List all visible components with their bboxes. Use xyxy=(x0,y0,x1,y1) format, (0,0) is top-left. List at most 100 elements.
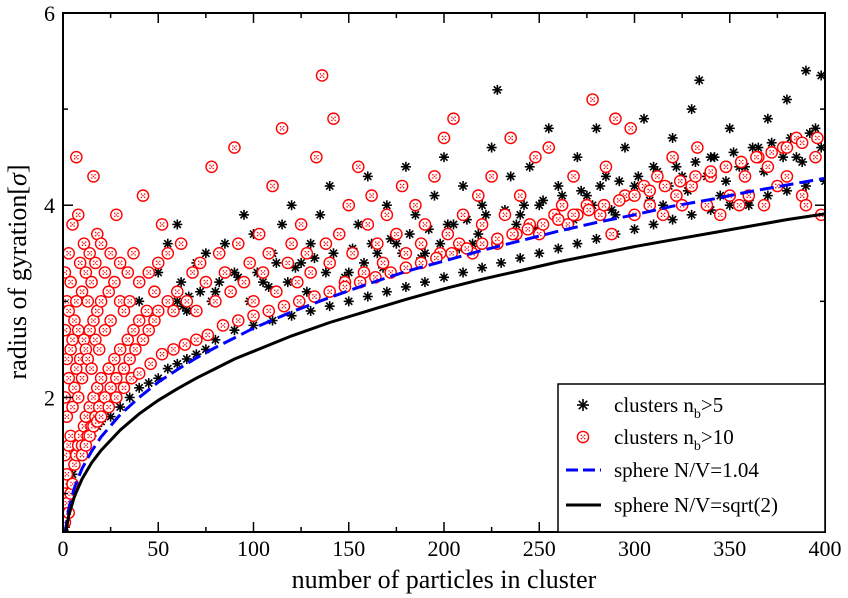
circle-point xyxy=(102,285,116,299)
circle-point xyxy=(365,189,378,202)
circle-point xyxy=(63,371,76,385)
circle-point xyxy=(190,333,203,347)
circle-point xyxy=(92,343,106,356)
y-axis-title-close: ] xyxy=(3,164,32,173)
star-point xyxy=(724,123,735,134)
star-point xyxy=(619,142,630,153)
star-point xyxy=(629,224,640,235)
circle-point xyxy=(85,362,98,375)
circle-point xyxy=(132,275,146,289)
circle-point xyxy=(64,429,77,443)
star-point xyxy=(800,181,811,191)
star-point xyxy=(305,305,316,316)
circle-point xyxy=(414,237,428,250)
star-point xyxy=(515,253,526,264)
star-point xyxy=(576,185,587,196)
circle-point xyxy=(123,352,136,366)
circle-point xyxy=(98,266,112,279)
circle-point xyxy=(123,295,136,308)
circle-point xyxy=(63,323,72,337)
star-point xyxy=(477,262,488,273)
circle-point xyxy=(155,218,169,231)
circle-point xyxy=(216,319,230,332)
star-point xyxy=(162,238,173,249)
star-point xyxy=(648,219,659,230)
circle-point xyxy=(552,213,565,226)
star-point xyxy=(305,238,316,249)
star-point xyxy=(694,75,705,86)
circle-point xyxy=(117,381,131,395)
circle-point xyxy=(656,208,670,222)
circle-point xyxy=(357,266,371,279)
circle-point xyxy=(666,150,679,164)
circle-point xyxy=(491,232,504,246)
circle-point xyxy=(73,256,87,270)
star-point xyxy=(639,113,650,124)
circle-point xyxy=(117,304,131,318)
star-point xyxy=(762,113,773,124)
circle-point xyxy=(247,295,260,308)
circle-point xyxy=(395,179,409,193)
star-point xyxy=(176,277,187,288)
circle-point xyxy=(231,237,245,250)
circle-point xyxy=(323,256,337,270)
star-point xyxy=(572,152,583,163)
circle-point xyxy=(71,391,85,404)
circle-point xyxy=(193,256,207,270)
circle-point xyxy=(586,93,599,106)
circle-point xyxy=(167,304,180,318)
circle-point xyxy=(113,295,127,308)
y-axis-title-main: radius of gyration[ xyxy=(3,186,32,380)
star-point xyxy=(762,190,773,201)
star-point xyxy=(766,137,777,148)
circle-point xyxy=(371,237,384,250)
circle-point xyxy=(536,218,550,231)
circle-point xyxy=(351,160,365,174)
circle-point xyxy=(346,246,359,260)
x-tick-label: 200 xyxy=(428,536,461,561)
star-point xyxy=(505,171,516,182)
star-point xyxy=(324,181,335,191)
x-tick-label: 250 xyxy=(523,536,556,561)
circle-point xyxy=(332,227,346,241)
circle-point xyxy=(155,347,169,361)
circle-point xyxy=(418,218,432,231)
circle-point xyxy=(66,333,79,347)
star-point xyxy=(400,281,411,292)
circle-point xyxy=(376,256,390,270)
circle-point xyxy=(361,218,375,231)
star-point xyxy=(595,181,606,191)
circle-point xyxy=(593,208,607,222)
star-point xyxy=(172,219,183,230)
legend: clusters nb>5 clusters nb>10 sphere N/V=… xyxy=(557,383,826,533)
circle-point xyxy=(437,131,451,145)
star-point xyxy=(728,147,739,158)
star-point xyxy=(543,123,554,134)
circle-point xyxy=(151,304,165,318)
circle-point xyxy=(266,179,279,193)
circle-point xyxy=(521,222,535,236)
star-point xyxy=(400,161,411,172)
star-point xyxy=(439,152,449,163)
circle-point xyxy=(66,218,79,231)
circle-point xyxy=(315,69,329,82)
circle-point xyxy=(71,208,85,222)
star-point xyxy=(496,257,507,268)
circle-point xyxy=(75,285,89,299)
x-tick-label: 400 xyxy=(809,536,842,561)
circle-point xyxy=(475,237,489,250)
star-point xyxy=(290,262,301,273)
circle-point xyxy=(144,357,157,371)
circle-point xyxy=(504,131,517,145)
star-point xyxy=(134,382,145,393)
circle-point xyxy=(110,371,123,385)
circle-point xyxy=(70,150,83,164)
circle-point xyxy=(270,285,283,299)
circle-point xyxy=(447,112,460,126)
star-point xyxy=(810,123,821,134)
circle-point xyxy=(71,323,85,337)
circle-point xyxy=(506,227,519,241)
star-point xyxy=(534,248,545,259)
y-tick-label: 6 xyxy=(44,1,55,26)
circle-point xyxy=(104,381,117,395)
